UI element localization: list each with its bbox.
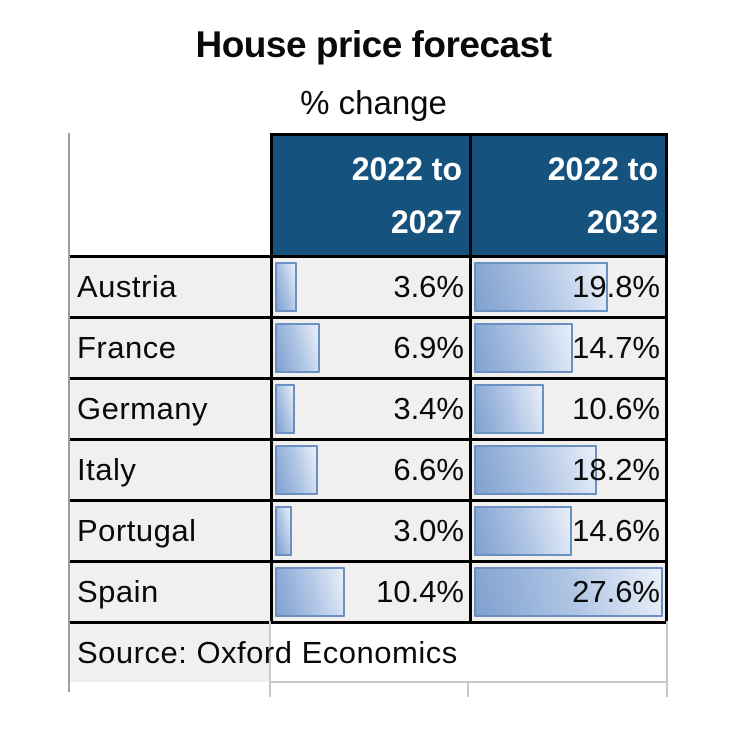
data-bar-2027: [275, 567, 345, 617]
data-bar-2032: [474, 262, 609, 312]
value-2027: 3.0%: [393, 513, 464, 548]
country-label: Germany: [70, 377, 270, 438]
data-bar-2032: [474, 384, 545, 434]
value-2032: 19.8%: [572, 269, 660, 304]
worksheet-gridline-left: [68, 133, 70, 692]
value-2027: 3.6%: [393, 269, 464, 304]
chart-title: House price forecast: [195, 24, 552, 65]
value-2027: 3.4%: [393, 391, 464, 426]
value-2032: 14.7%: [572, 330, 660, 365]
value-cell-2027: 6.6%: [270, 438, 469, 499]
source-row: Source: Oxford Economics: [70, 621, 668, 682]
value-2032: 10.6%: [572, 391, 660, 426]
data-bar-2032: [474, 506, 573, 556]
header-cell-empty: [70, 133, 270, 255]
data-bar-2027: [275, 323, 320, 373]
country-label: France: [70, 316, 270, 377]
data-bar-2027: [275, 506, 293, 556]
country-label: Spain: [70, 560, 270, 621]
value-cell-2032: 10.6%: [469, 377, 668, 438]
value-cell-2027: 10.4%: [270, 560, 469, 621]
value-cell-2027: 3.4%: [270, 377, 469, 438]
data-bar-2027: [275, 384, 296, 434]
value-cell-2032: 19.8%: [469, 255, 668, 316]
value-2032: 18.2%: [572, 452, 660, 487]
value-2027: 10.4%: [376, 574, 464, 609]
forecast-table: 2022 to 2027 2022 to 2032 Austria 3.6% 19.…: [70, 133, 668, 682]
value-2027: 6.9%: [393, 330, 464, 365]
header-2027-line2: 2027: [390, 203, 462, 240]
value-cell-2027: 6.9%: [270, 316, 469, 377]
header-cell-2027: 2022 to 2027: [270, 133, 469, 255]
data-bar-2032: [474, 323, 573, 373]
worksheet-gridline-right: [666, 621, 668, 697]
source-row-shading: [70, 624, 269, 682]
chart-subtitle: % change: [300, 84, 447, 121]
data-bar-2027: [275, 445, 318, 495]
value-2027: 6.6%: [393, 452, 464, 487]
value-cell-2032: 18.2%: [469, 438, 668, 499]
value-cell-2027: 3.6%: [270, 255, 469, 316]
data-bar-2027: [275, 262, 297, 312]
source-label: Source: Oxford Economics: [77, 635, 458, 670]
value-cell-2027: 3.0%: [270, 499, 469, 560]
country-label: Italy: [70, 438, 270, 499]
country-label: Austria: [70, 255, 270, 316]
value-2032: 27.6%: [572, 574, 660, 609]
country-label: Portugal: [70, 499, 270, 560]
data-bar-2032: [474, 445, 598, 495]
worksheet-gridline-col1: [269, 621, 271, 697]
header-2027-line1: 2022 to: [351, 150, 462, 187]
worksheet-gridline-col2: [467, 681, 469, 697]
value-cell-2032: 14.7%: [469, 316, 668, 377]
header-2032-line1: 2022 to: [547, 150, 658, 187]
value-cell-2032: 27.6%: [469, 560, 668, 621]
header-cell-2032: 2022 to 2032: [469, 133, 668, 255]
data-bar-2032: [474, 567, 663, 617]
value-2032: 14.6%: [572, 513, 660, 548]
value-cell-2032: 14.6%: [469, 499, 668, 560]
header-2032-line2: 2032: [586, 203, 658, 240]
